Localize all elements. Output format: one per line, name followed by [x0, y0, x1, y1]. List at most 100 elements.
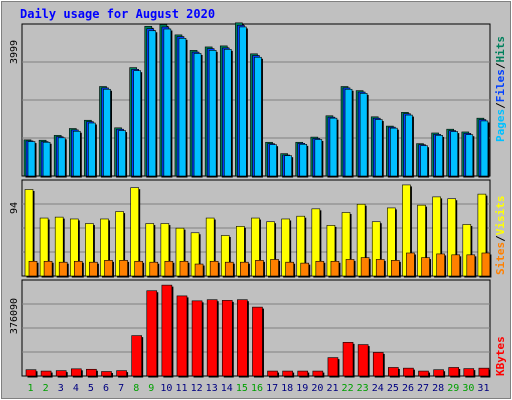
- bar-kbytes: [327, 357, 339, 377]
- bar-sites: [209, 260, 219, 277]
- bar-sites: [89, 261, 98, 277]
- x-tick-label: 3: [58, 383, 64, 394]
- x-tick-label: 26: [402, 383, 414, 394]
- bar-sites: [194, 263, 204, 277]
- x-tick-label: 28: [432, 383, 444, 394]
- bar-sites: [240, 261, 249, 277]
- bar-sites: [224, 261, 234, 277]
- bar-kbytes: [433, 369, 444, 377]
- x-tick-label: 13: [206, 383, 218, 394]
- bar-kbytes: [478, 367, 490, 377]
- bar-kbytes: [448, 367, 460, 377]
- bar-sites: [149, 261, 159, 277]
- bar-sites: [330, 260, 340, 277]
- bar-kbytes: [116, 370, 127, 377]
- bar-kbytes: [176, 295, 188, 377]
- bar-sites: [421, 257, 430, 277]
- bar-sites: [451, 254, 461, 277]
- bar-kbytes: [191, 300, 203, 377]
- x-tick-label: 21: [326, 383, 338, 394]
- x-tick-label: 25: [387, 383, 399, 394]
- visits-sites-panel: 94 Sites/Visits: [9, 179, 507, 278]
- kbytes-panel: 376090 KBytes: [9, 279, 507, 378]
- bar-sites: [300, 262, 310, 277]
- chart-title: Daily usage for August 2020: [20, 7, 215, 21]
- bar-kbytes: [146, 290, 158, 377]
- x-tick-label: 7: [118, 383, 124, 394]
- bar-pages: [193, 53, 202, 177]
- bar-pages: [163, 28, 172, 177]
- legend-pages-files-hits: Pages/Files/Hits: [494, 36, 507, 142]
- x-tick-label: 14: [221, 383, 233, 394]
- chart-panels: 3999Pages/Files/Hits94Sites/Visits376090…: [9, 22, 507, 378]
- bar-pages: [223, 49, 232, 177]
- legend-kbytes: KBytes: [494, 336, 507, 376]
- bar-pages: [450, 131, 459, 177]
- legend-sites-visits-part-0: Sites: [494, 242, 507, 275]
- x-tick-label: 15: [236, 383, 248, 394]
- bar-pages: [72, 130, 81, 177]
- x-tick-label: 9: [148, 383, 154, 394]
- bar-kbytes: [418, 370, 429, 377]
- bar-pages: [314, 139, 323, 177]
- x-tick-label: 5: [88, 383, 94, 394]
- max-label-hits: 3999: [9, 40, 20, 64]
- bar-kbytes: [297, 370, 309, 377]
- x-tick-label: 31: [477, 383, 489, 394]
- x-tick-label: 10: [160, 383, 172, 394]
- x-tick-label: 16: [251, 383, 263, 394]
- bar-sites: [179, 260, 189, 277]
- bar-kbytes: [372, 352, 384, 377]
- bar-sites: [315, 260, 325, 277]
- x-tick-label: 17: [266, 383, 278, 394]
- x-tick-label: 2: [43, 383, 49, 394]
- bar-sites: [58, 261, 68, 277]
- bar-pages: [480, 120, 489, 177]
- bar-sites: [104, 260, 113, 277]
- bar-pages: [239, 26, 247, 177]
- bar-kbytes: [342, 342, 354, 377]
- max-label-kbytes: 376090: [9, 298, 20, 334]
- bar-pages: [88, 122, 96, 177]
- legend-sites-visits-part-1: /: [494, 235, 507, 242]
- bar-sites: [375, 259, 385, 277]
- bar-sites: [406, 252, 415, 277]
- bar-kbytes: [282, 370, 293, 377]
- x-tick-label: 18: [281, 383, 293, 394]
- bar-sites: [255, 260, 264, 277]
- x-tick-label: 11: [175, 383, 187, 394]
- x-tick-label: 27: [417, 383, 429, 394]
- bar-pages: [465, 134, 474, 177]
- bar-kbytes: [403, 367, 414, 377]
- bar-pages: [435, 135, 443, 177]
- x-tick-label: 19: [296, 383, 308, 394]
- bar-kbytes: [25, 369, 37, 377]
- bar-sites: [73, 260, 83, 277]
- bar-pages: [42, 141, 51, 177]
- bar-pages: [329, 117, 338, 177]
- max-label-visits: 94: [9, 202, 20, 214]
- x-tick-label: 20: [311, 383, 323, 394]
- x-tick-label: 4: [73, 383, 79, 394]
- bar-sites: [134, 260, 143, 277]
- bar-kbytes: [86, 368, 97, 377]
- bar-kbytes: [267, 370, 278, 377]
- bar-pages: [103, 88, 111, 177]
- bar-sites: [43, 260, 53, 277]
- bar-pages: [359, 93, 368, 177]
- x-tick-label: 22: [342, 383, 354, 394]
- bar-sites: [466, 254, 476, 277]
- x-tick-label: 8: [133, 383, 139, 394]
- bar-kbytes: [206, 299, 218, 377]
- bar-pages: [178, 38, 187, 177]
- legend-pages-files-hits-part-0: Pages: [494, 109, 507, 142]
- bar-pages: [344, 88, 353, 177]
- bar-sites: [119, 260, 128, 277]
- x-tick-label: 24: [372, 383, 384, 394]
- legend-kbytes-part-0: KBytes: [494, 336, 507, 376]
- legend-pages-files-hits-part-3: /: [494, 62, 507, 69]
- legend-pages-files-hits-part-4: Hits: [494, 36, 507, 63]
- bar-pages: [420, 145, 428, 177]
- bar-sites: [436, 253, 445, 277]
